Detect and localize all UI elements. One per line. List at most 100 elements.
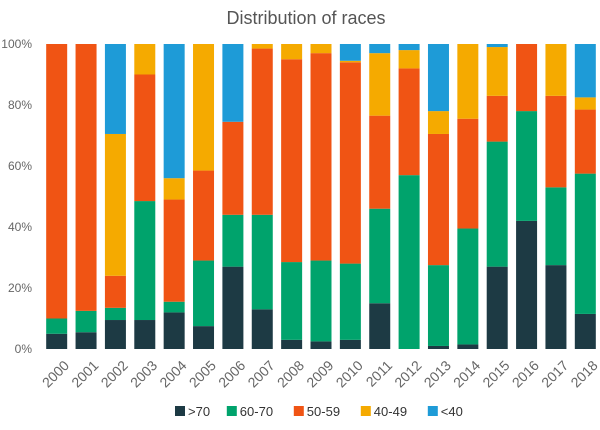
bar-segment-2003-s0 bbox=[134, 320, 156, 349]
bar-segment-2010-s0 bbox=[339, 339, 361, 349]
bar-segment-2017-s3 bbox=[545, 44, 567, 96]
bar-segment-2006-s1 bbox=[222, 214, 244, 267]
bar-segment-2001-s1 bbox=[75, 310, 97, 333]
x-tick-label: 2004 bbox=[156, 357, 189, 390]
x-tick-label: 2011 bbox=[363, 357, 396, 390]
bar-segment-2018-s2 bbox=[574, 109, 596, 174]
x-tick-label: 2001 bbox=[68, 357, 101, 390]
bar-segment-2005-s3 bbox=[193, 44, 215, 171]
x-tick-label: 2007 bbox=[244, 357, 277, 390]
y-tick-label: 60% bbox=[8, 159, 32, 173]
bar-segment-2011-s4 bbox=[369, 44, 391, 54]
bar-segment-2009-s1 bbox=[310, 260, 332, 342]
bar-segment-2016-s0 bbox=[516, 220, 538, 349]
bar-segment-2013-s0 bbox=[427, 345, 449, 349]
bar-segment-2017-s2 bbox=[545, 95, 567, 188]
bar-segment-2005-s1 bbox=[193, 260, 215, 327]
bar-segment-2002-s2 bbox=[104, 275, 126, 308]
y-tick-label: 20% bbox=[8, 281, 32, 295]
y-tick-label: 0% bbox=[15, 342, 33, 356]
x-axis: 2000200120022003200420052006200720082009… bbox=[39, 357, 600, 390]
bar-segment-2002-s3 bbox=[104, 133, 126, 276]
bar-segment-2001-s0 bbox=[75, 332, 97, 349]
legend: >70 60-70 50-59 40-49 <40 bbox=[175, 404, 463, 419]
x-tick-label: 2000 bbox=[39, 357, 72, 390]
legend-swatch bbox=[427, 406, 438, 416]
bar-segment-2015-s2 bbox=[486, 95, 508, 142]
x-tick-label: 2015 bbox=[479, 357, 512, 390]
legend-label: >70 bbox=[188, 404, 210, 419]
bar-segment-2013-s4 bbox=[427, 44, 449, 112]
bar-segment-2015-s1 bbox=[486, 141, 508, 267]
bar-segment-2004-s4 bbox=[163, 44, 185, 179]
legend-label: 50-59 bbox=[307, 404, 340, 419]
bar-segment-2002-s0 bbox=[104, 320, 126, 349]
y-axis: 0% 20% 40% 60% 80% 100% bbox=[1, 37, 32, 356]
bar-segment-2009-s3 bbox=[310, 44, 332, 54]
x-tick-label: 2018 bbox=[567, 357, 600, 390]
bar-segment-2013-s1 bbox=[427, 265, 449, 346]
bar-segment-2005-s0 bbox=[193, 326, 215, 349]
bar-segment-2001-s2 bbox=[75, 44, 97, 311]
bar-segment-2003-s2 bbox=[134, 74, 156, 202]
x-tick-label: 2010 bbox=[333, 357, 366, 390]
bar-segment-2011-s1 bbox=[369, 208, 391, 304]
bar-segment-2016-s1 bbox=[516, 111, 538, 221]
bar-segment-2007-s2 bbox=[251, 48, 273, 215]
bar-segment-2014-s3 bbox=[457, 44, 479, 119]
legend-label: 40-49 bbox=[374, 404, 407, 419]
bar-segment-2000-s1 bbox=[46, 318, 68, 334]
x-tick-label: 2016 bbox=[509, 357, 542, 390]
y-tick-label: 40% bbox=[8, 220, 32, 234]
bar-segment-2002-s4 bbox=[104, 44, 126, 134]
bar-segment-2006-s2 bbox=[222, 121, 244, 215]
bar-segment-2017-s0 bbox=[545, 265, 567, 349]
bar-segment-2016-s2 bbox=[516, 44, 538, 112]
bar-segment-2004-s1 bbox=[163, 301, 185, 313]
bar-segment-2010-s3 bbox=[339, 60, 361, 63]
bar-segment-2003-s3 bbox=[134, 44, 156, 75]
legend-swatch bbox=[360, 406, 371, 416]
x-tick-label: 2017 bbox=[538, 357, 571, 390]
bar-segment-2011-s0 bbox=[369, 303, 391, 349]
bar-segment-2013-s3 bbox=[427, 111, 449, 134]
x-tick-label: 2009 bbox=[303, 357, 336, 390]
bar-segment-2012-s1 bbox=[398, 175, 420, 349]
x-tick-label: 2005 bbox=[186, 357, 219, 390]
bar-segment-2014-s2 bbox=[457, 118, 479, 229]
bar-segment-2015-s0 bbox=[486, 266, 508, 349]
bar-segment-2013-s2 bbox=[427, 133, 449, 266]
legend-label: 60-70 bbox=[240, 404, 273, 419]
bar-segment-2018-s1 bbox=[574, 173, 596, 314]
x-tick-label: 2008 bbox=[274, 357, 307, 390]
bar-segment-2011-s2 bbox=[369, 115, 391, 209]
bar-segment-2010-s2 bbox=[339, 62, 361, 264]
bar-segment-2004-s2 bbox=[163, 199, 185, 302]
bar-segment-2008-s3 bbox=[281, 44, 303, 60]
y-tick-label: 80% bbox=[8, 98, 32, 112]
bar-segment-2010-s1 bbox=[339, 263, 361, 340]
bar-segment-2004-s0 bbox=[163, 312, 185, 349]
x-tick-label: 2013 bbox=[421, 357, 454, 390]
bar-segment-2007-s0 bbox=[251, 309, 273, 349]
bars-group bbox=[46, 44, 596, 349]
legend-swatch bbox=[293, 406, 304, 416]
bar-segment-2007-s1 bbox=[251, 214, 273, 310]
bar-segment-2000-s2 bbox=[46, 44, 68, 319]
bar-segment-2014-s1 bbox=[457, 228, 479, 345]
bar-segment-2008-s0 bbox=[281, 339, 303, 349]
chart-title: Distribution of races bbox=[226, 8, 385, 28]
x-tick-label: 2006 bbox=[215, 357, 248, 390]
bar-segment-2014-s0 bbox=[457, 344, 479, 349]
bar-segment-2012-s2 bbox=[398, 68, 420, 176]
bar-segment-2018-s3 bbox=[574, 97, 596, 110]
y-tick-label: 100% bbox=[1, 37, 32, 51]
bar-segment-2012-s4 bbox=[398, 44, 420, 51]
x-tick-label: 2002 bbox=[98, 357, 131, 390]
bar-segment-2003-s1 bbox=[134, 201, 156, 321]
bar-segment-2018-s4 bbox=[574, 44, 596, 98]
legend-swatch bbox=[175, 406, 185, 416]
bar-segment-2010-s4 bbox=[339, 44, 361, 61]
